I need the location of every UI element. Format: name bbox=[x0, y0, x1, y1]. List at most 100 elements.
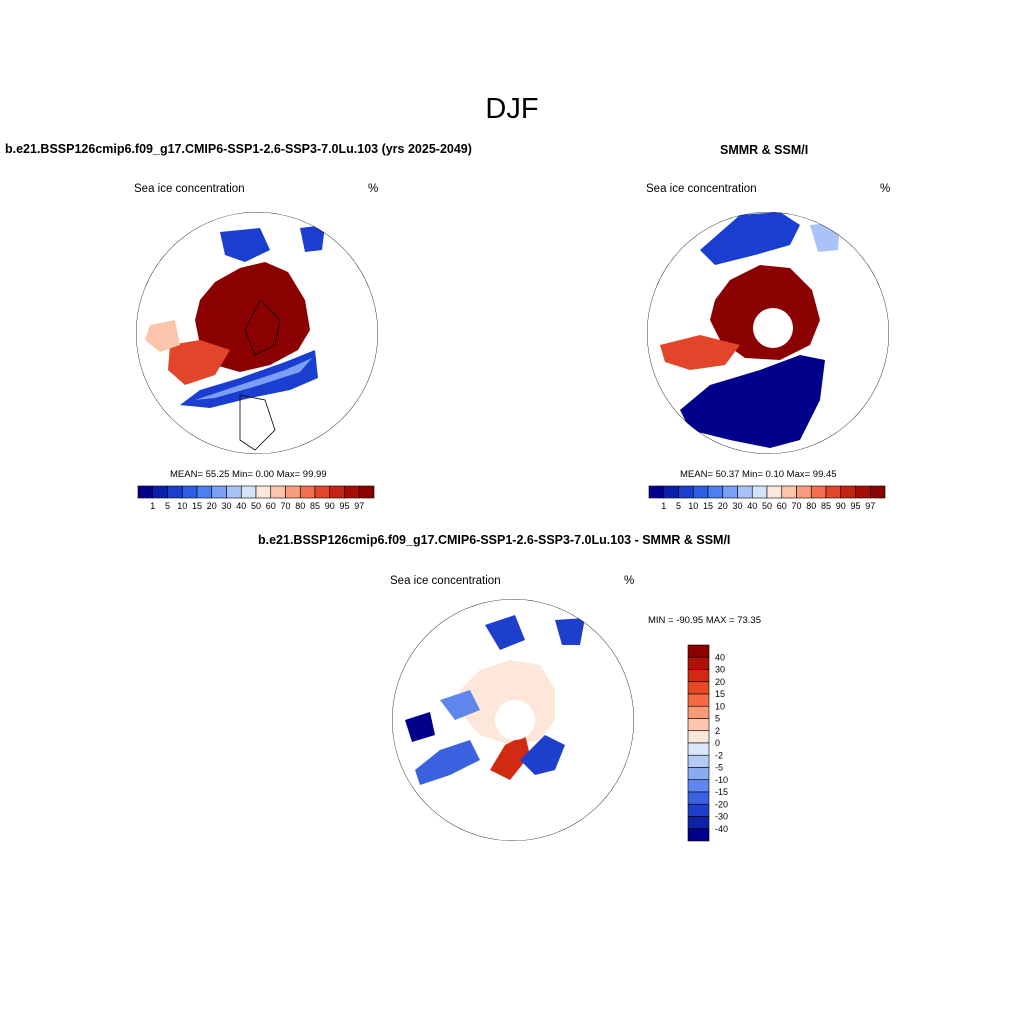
panel1-colorbar-swatch bbox=[358, 485, 375, 499]
panel2-colorbar-tick-label: 40 bbox=[747, 501, 757, 511]
panel2-colorbar-swatch bbox=[766, 485, 783, 499]
panel3-variable-label: Sea ice concentration bbox=[390, 575, 501, 587]
panel2-colorbar-tick-label: 85 bbox=[821, 501, 831, 511]
panel2-colorbar-swatch bbox=[781, 485, 797, 499]
panel3-colorbar-swatch bbox=[687, 681, 710, 695]
panel3-colorbar-swatch bbox=[687, 705, 710, 719]
panel3-greenland-sea-negative bbox=[520, 735, 565, 775]
panel3-units-label: % bbox=[624, 575, 635, 587]
panel1-colorbar: 1 5 10 15 20 30 40 50 60 70 80 85 90 95 97 bbox=[137, 485, 375, 511]
panel3-alaska-coast bbox=[440, 690, 480, 720]
panel2-colorbar: 1 5 10 15 20 30 40 50 60 70 80 85 90 95 97 bbox=[648, 485, 886, 511]
panel3-colorbar-swatch bbox=[687, 644, 710, 658]
panel3-colorbar-swatch bbox=[687, 754, 710, 768]
panel2-colorbar-tick-label: 95 bbox=[850, 501, 860, 511]
panel3-barents-positive bbox=[490, 735, 530, 780]
panel2-colorbar-swatch bbox=[707, 485, 724, 499]
panel2-colorbar-tick-label: 80 bbox=[806, 501, 816, 511]
panel2-colorbar-tick-label: 90 bbox=[836, 501, 846, 511]
panel2-colorbar-swatch bbox=[648, 485, 665, 499]
panel1-colorbar-swatch bbox=[196, 485, 213, 499]
panel1-colorbar-tick-label: 50 bbox=[251, 501, 261, 511]
panel3-colorbar-tick-label: -5 bbox=[715, 763, 723, 773]
panel2-colorbar-tick-label: 15 bbox=[703, 501, 713, 511]
panel1-colorbar-swatch bbox=[344, 485, 360, 499]
panel3-bering-negative bbox=[485, 615, 525, 650]
panel2-colorbar-tick-label: 97 bbox=[865, 501, 875, 511]
panel2-colorbar-tick-label: 1 bbox=[661, 501, 666, 511]
panel2-colorbar-tick-label: 30 bbox=[732, 501, 742, 511]
panel3-colorbar-tick-label: -15 bbox=[715, 787, 728, 797]
panel2-stats: MEAN= 50.37 Min= 0.10 Max= 99.45 bbox=[680, 469, 837, 480]
panel1-colorbar-swatch bbox=[314, 485, 331, 499]
panel3-colorbar-tick-label: -10 bbox=[715, 775, 728, 785]
panel1-colorbar-tick-label: 90 bbox=[325, 501, 335, 511]
panel1-labrador-ice bbox=[145, 320, 180, 352]
panel2-colorbar-swatch bbox=[840, 485, 856, 499]
panel3-colorbar-tick-label: 15 bbox=[715, 689, 725, 699]
panel2-map bbox=[647, 212, 889, 454]
panel2-colorbar-swatch bbox=[663, 485, 679, 499]
panel2-colorbar-swatch bbox=[692, 485, 709, 499]
panel3-colorbar-tick-label: -2 bbox=[715, 750, 723, 760]
panel2-atlantic-ice bbox=[680, 355, 825, 448]
panel2-colorbar-tick-label: 70 bbox=[791, 501, 801, 511]
panel1-colorbar-swatch bbox=[270, 485, 286, 499]
panel1-stats: MEAN= 55.25 Min= 0.00 Max= 99.99 bbox=[170, 469, 327, 480]
panel1-colorbar-swatch bbox=[299, 485, 316, 499]
panel3-colorbar-tick-label: 10 bbox=[715, 701, 725, 711]
panel3-colorbar-swatch bbox=[687, 791, 710, 805]
panel1-land-eurasia bbox=[239, 394, 276, 451]
panel2-colorbar-swatch bbox=[869, 485, 886, 499]
panel3-colorbar-swatch bbox=[687, 718, 710, 732]
panel3-colorbar-swatch bbox=[687, 828, 710, 842]
panel1-colorbar-tick-label: 95 bbox=[339, 501, 349, 511]
panel3-colorbar-tick-label: 5 bbox=[715, 714, 720, 724]
panel3-baffin-negative bbox=[415, 740, 480, 785]
page-title: DJF bbox=[485, 93, 539, 125]
panel1-pacific-ice bbox=[220, 228, 270, 262]
panel2-colorbar-tick-label: 10 bbox=[688, 501, 698, 511]
panel1-colorbar-swatch bbox=[329, 485, 345, 499]
panel1-units-label: % bbox=[368, 183, 379, 195]
panel1-colorbar-tick-label: 60 bbox=[266, 501, 276, 511]
panel2-colorbar-tick-label: 5 bbox=[676, 501, 681, 511]
panel1-colorbar-swatch bbox=[240, 485, 257, 499]
panel2-colorbar-swatch bbox=[722, 485, 738, 499]
panel2-colorbar-swatch bbox=[737, 485, 753, 499]
panel3-colorbar-swatch bbox=[687, 742, 710, 756]
panel1-central-arctic-ice bbox=[195, 262, 310, 372]
panel2-colorbar-swatch bbox=[810, 485, 827, 499]
panel1-colorbar-swatch bbox=[226, 485, 242, 499]
panel1-colorbar-tick-label: 10 bbox=[177, 501, 187, 511]
panel2-title: SMMR & SSM/I bbox=[720, 143, 809, 157]
panel3-map bbox=[392, 599, 634, 841]
panel1-colorbar-swatch bbox=[137, 485, 154, 499]
panel1-title: b.e21.BSSP126cmip6.f09_g17.CMIP6-SSP1-2.… bbox=[5, 142, 472, 156]
panel3-pole-hole bbox=[495, 700, 535, 740]
panel1-colorbar-tick-label: 15 bbox=[192, 501, 202, 511]
panel3-colorbar-swatch bbox=[687, 767, 710, 781]
panel1-colorbar-swatch bbox=[285, 485, 301, 499]
panel2-colorbar-swatch bbox=[855, 485, 871, 499]
panel3-colorbar-tick-label: 30 bbox=[715, 665, 725, 675]
panel2-units-label: % bbox=[880, 183, 891, 195]
panel2-colorbar-tick-label: 20 bbox=[718, 501, 728, 511]
panel1-colorbar-tick-label: 30 bbox=[221, 501, 231, 511]
panel1-map bbox=[136, 212, 378, 454]
panel2-colorbar-swatch bbox=[825, 485, 842, 499]
panel1-colorbar-swatch bbox=[255, 485, 272, 499]
panel1-colorbar-tick-label: 20 bbox=[207, 501, 217, 511]
panel2-pacific-ice bbox=[700, 212, 800, 265]
panel2-colorbar-tick-label: 50 bbox=[762, 501, 772, 511]
panel1-land-greenland bbox=[244, 299, 281, 356]
panel3-okhotsk-negative bbox=[555, 618, 585, 645]
panel3-labrador-negative bbox=[405, 712, 435, 742]
panel3-stats: MIN = -90.95 MAX = 73.35 bbox=[648, 615, 762, 626]
panel3-colorbar-swatch bbox=[687, 816, 710, 830]
panel1-colorbar-tick-label: 85 bbox=[310, 501, 320, 511]
panel1-colorbar-swatch bbox=[211, 485, 227, 499]
panel3-colorbar-tick-label: -30 bbox=[715, 812, 728, 822]
panel3-colorbar-tick-label: 40 bbox=[715, 652, 725, 662]
